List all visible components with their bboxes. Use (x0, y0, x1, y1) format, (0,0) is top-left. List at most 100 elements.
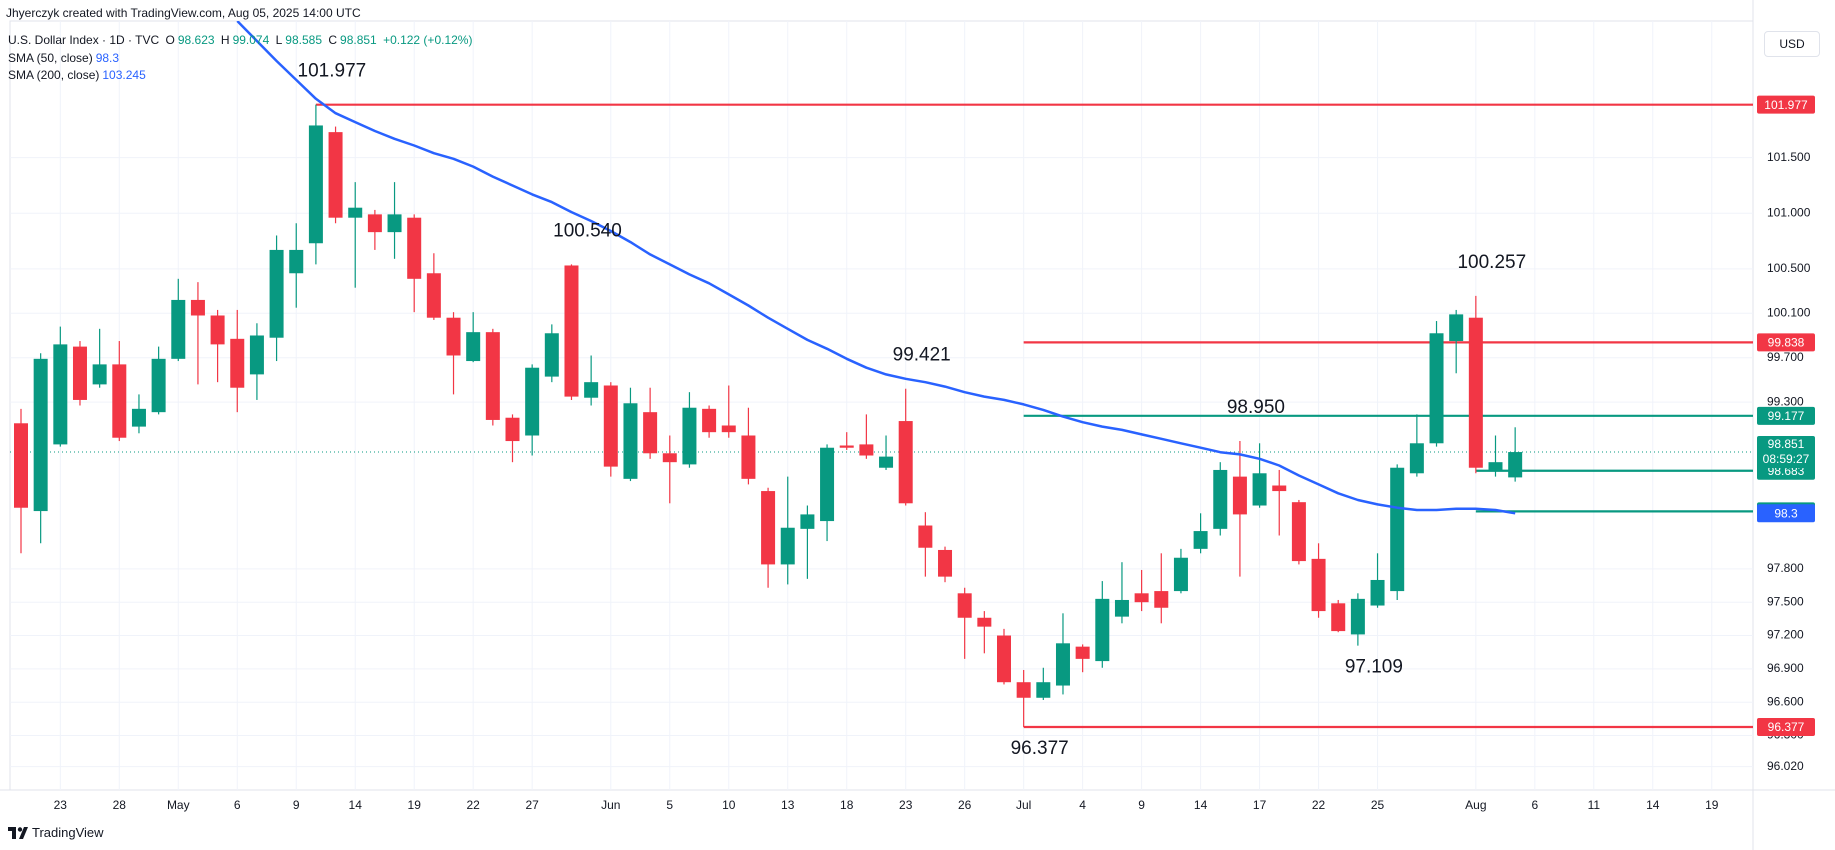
ohlc-letter: O (165, 33, 175, 47)
y-tick-label: 101.000 (1767, 205, 1811, 219)
level-tag: 96.377 (1768, 720, 1805, 734)
legend-main: U.S. Dollar Index · 1D · TVC O 98.623 H 99… (8, 33, 475, 47)
candle-body (1508, 452, 1523, 478)
candle-body (721, 425, 736, 433)
candle-body (1390, 467, 1405, 592)
x-tick-label: 18 (840, 798, 854, 812)
candle-body (1154, 591, 1169, 608)
indicator-name: SMA (50, close) (8, 51, 93, 65)
candle-body (544, 333, 559, 377)
ohlc-value: 98.623 (177, 33, 215, 47)
candle-body (997, 635, 1011, 683)
y-tick-label: 97.500 (1767, 594, 1804, 608)
y-tick-label: 100.100 (1767, 305, 1811, 319)
creator-line: Jhyerczyk created with TradingView.com, … (6, 6, 361, 20)
ohlc-letter: L (275, 33, 283, 47)
candle-body (308, 125, 323, 244)
sma-tag: 98.3 (1774, 506, 1798, 520)
x-tick-label: Jun (601, 798, 620, 812)
candle-body (918, 525, 933, 548)
y-tick-label: 101.500 (1767, 150, 1811, 164)
candle-body (367, 214, 382, 233)
current-price-tag-bg (1757, 436, 1815, 469)
y-tick-label: 100.500 (1767, 261, 1811, 275)
plot-frame (9, 20, 1754, 791)
price-annotation: 96.377 (1011, 738, 1069, 759)
candle-body (249, 335, 264, 375)
candle-body (1213, 469, 1228, 529)
candle-body (190, 299, 205, 316)
level-tag-bg (1757, 333, 1815, 352)
x-tick-label: 6 (234, 798, 241, 812)
candle-body (1449, 314, 1464, 342)
candle-body (780, 527, 795, 565)
candle-body (662, 453, 677, 463)
candle-body (466, 332, 481, 362)
candle-body (1311, 558, 1326, 612)
candle-body (1488, 462, 1503, 470)
currency-button[interactable]: USD (1764, 31, 1820, 57)
x-tick-label: 27 (525, 798, 539, 812)
ohlc-letter: C (328, 33, 338, 47)
candle-body (112, 364, 127, 438)
x-tick-label: 14 (349, 798, 363, 812)
candle-body (1055, 643, 1070, 686)
level-tag-bg (1757, 717, 1815, 736)
x-tick-label: 9 (1138, 798, 1145, 812)
candle-body (741, 435, 756, 479)
candle-body (1114, 599, 1129, 617)
candle-body (505, 417, 520, 442)
candle-body (1232, 476, 1247, 515)
y-tick-label: 99.300 (1767, 394, 1804, 408)
indicator-name: SMA (200, close) (8, 68, 100, 82)
candle-body (603, 385, 618, 467)
level-tag: 101.977 (1764, 98, 1808, 112)
indicator-value: 103.245 (102, 68, 146, 82)
y-tick-label: 99.700 (1767, 350, 1804, 364)
ohlc-value: 99.074 (232, 33, 270, 47)
candle-body (426, 273, 441, 318)
symbol-title: U.S. Dollar Index · 1D · TVC (8, 33, 160, 47)
ohlc-value: 98.851 (340, 33, 377, 47)
candle-body (387, 214, 402, 233)
y-tick-label: 97.800 (1767, 561, 1804, 575)
candle-body (1134, 593, 1149, 603)
candle-body (1075, 646, 1090, 659)
candle-body (643, 412, 658, 454)
countdown: 08:59:27 (1763, 452, 1810, 466)
legend-sma50: SMA (50, close) 98.3 (8, 51, 122, 65)
candle-body (584, 382, 599, 398)
candle-body (1036, 682, 1051, 698)
candle-body (1252, 473, 1267, 506)
candle-body (72, 346, 87, 400)
candle-body (1193, 531, 1208, 549)
candle-body (151, 358, 166, 413)
sma-tag-bg (1757, 504, 1815, 523)
candle-body (1173, 557, 1188, 592)
candle-body (289, 249, 304, 274)
brand: TradingView (8, 825, 104, 840)
candle-body (328, 132, 343, 218)
candle-body (33, 358, 48, 512)
y-tick-label: 96.900 (1767, 661, 1804, 675)
legend-sma200: SMA (200, close) 103.245 (8, 68, 149, 82)
candle-body (1468, 317, 1483, 468)
candle-body (879, 456, 894, 468)
x-tick-label: 13 (781, 798, 795, 812)
candle-body (1095, 598, 1110, 662)
candle-body (800, 514, 815, 529)
candle-body (564, 265, 579, 397)
change: +0.122 (+0.12%) (383, 33, 473, 47)
candle-body (230, 338, 245, 388)
x-tick-label: Jul (1016, 798, 1031, 812)
candle-body (53, 344, 68, 445)
level-tag: 99.838 (1768, 336, 1805, 350)
level-tag: 99.177 (1768, 409, 1805, 423)
x-tick-label: 19 (1705, 798, 1719, 812)
candle-body (898, 421, 913, 504)
candle-body (407, 217, 422, 279)
candle-body (525, 367, 540, 436)
candle-body (171, 299, 186, 359)
